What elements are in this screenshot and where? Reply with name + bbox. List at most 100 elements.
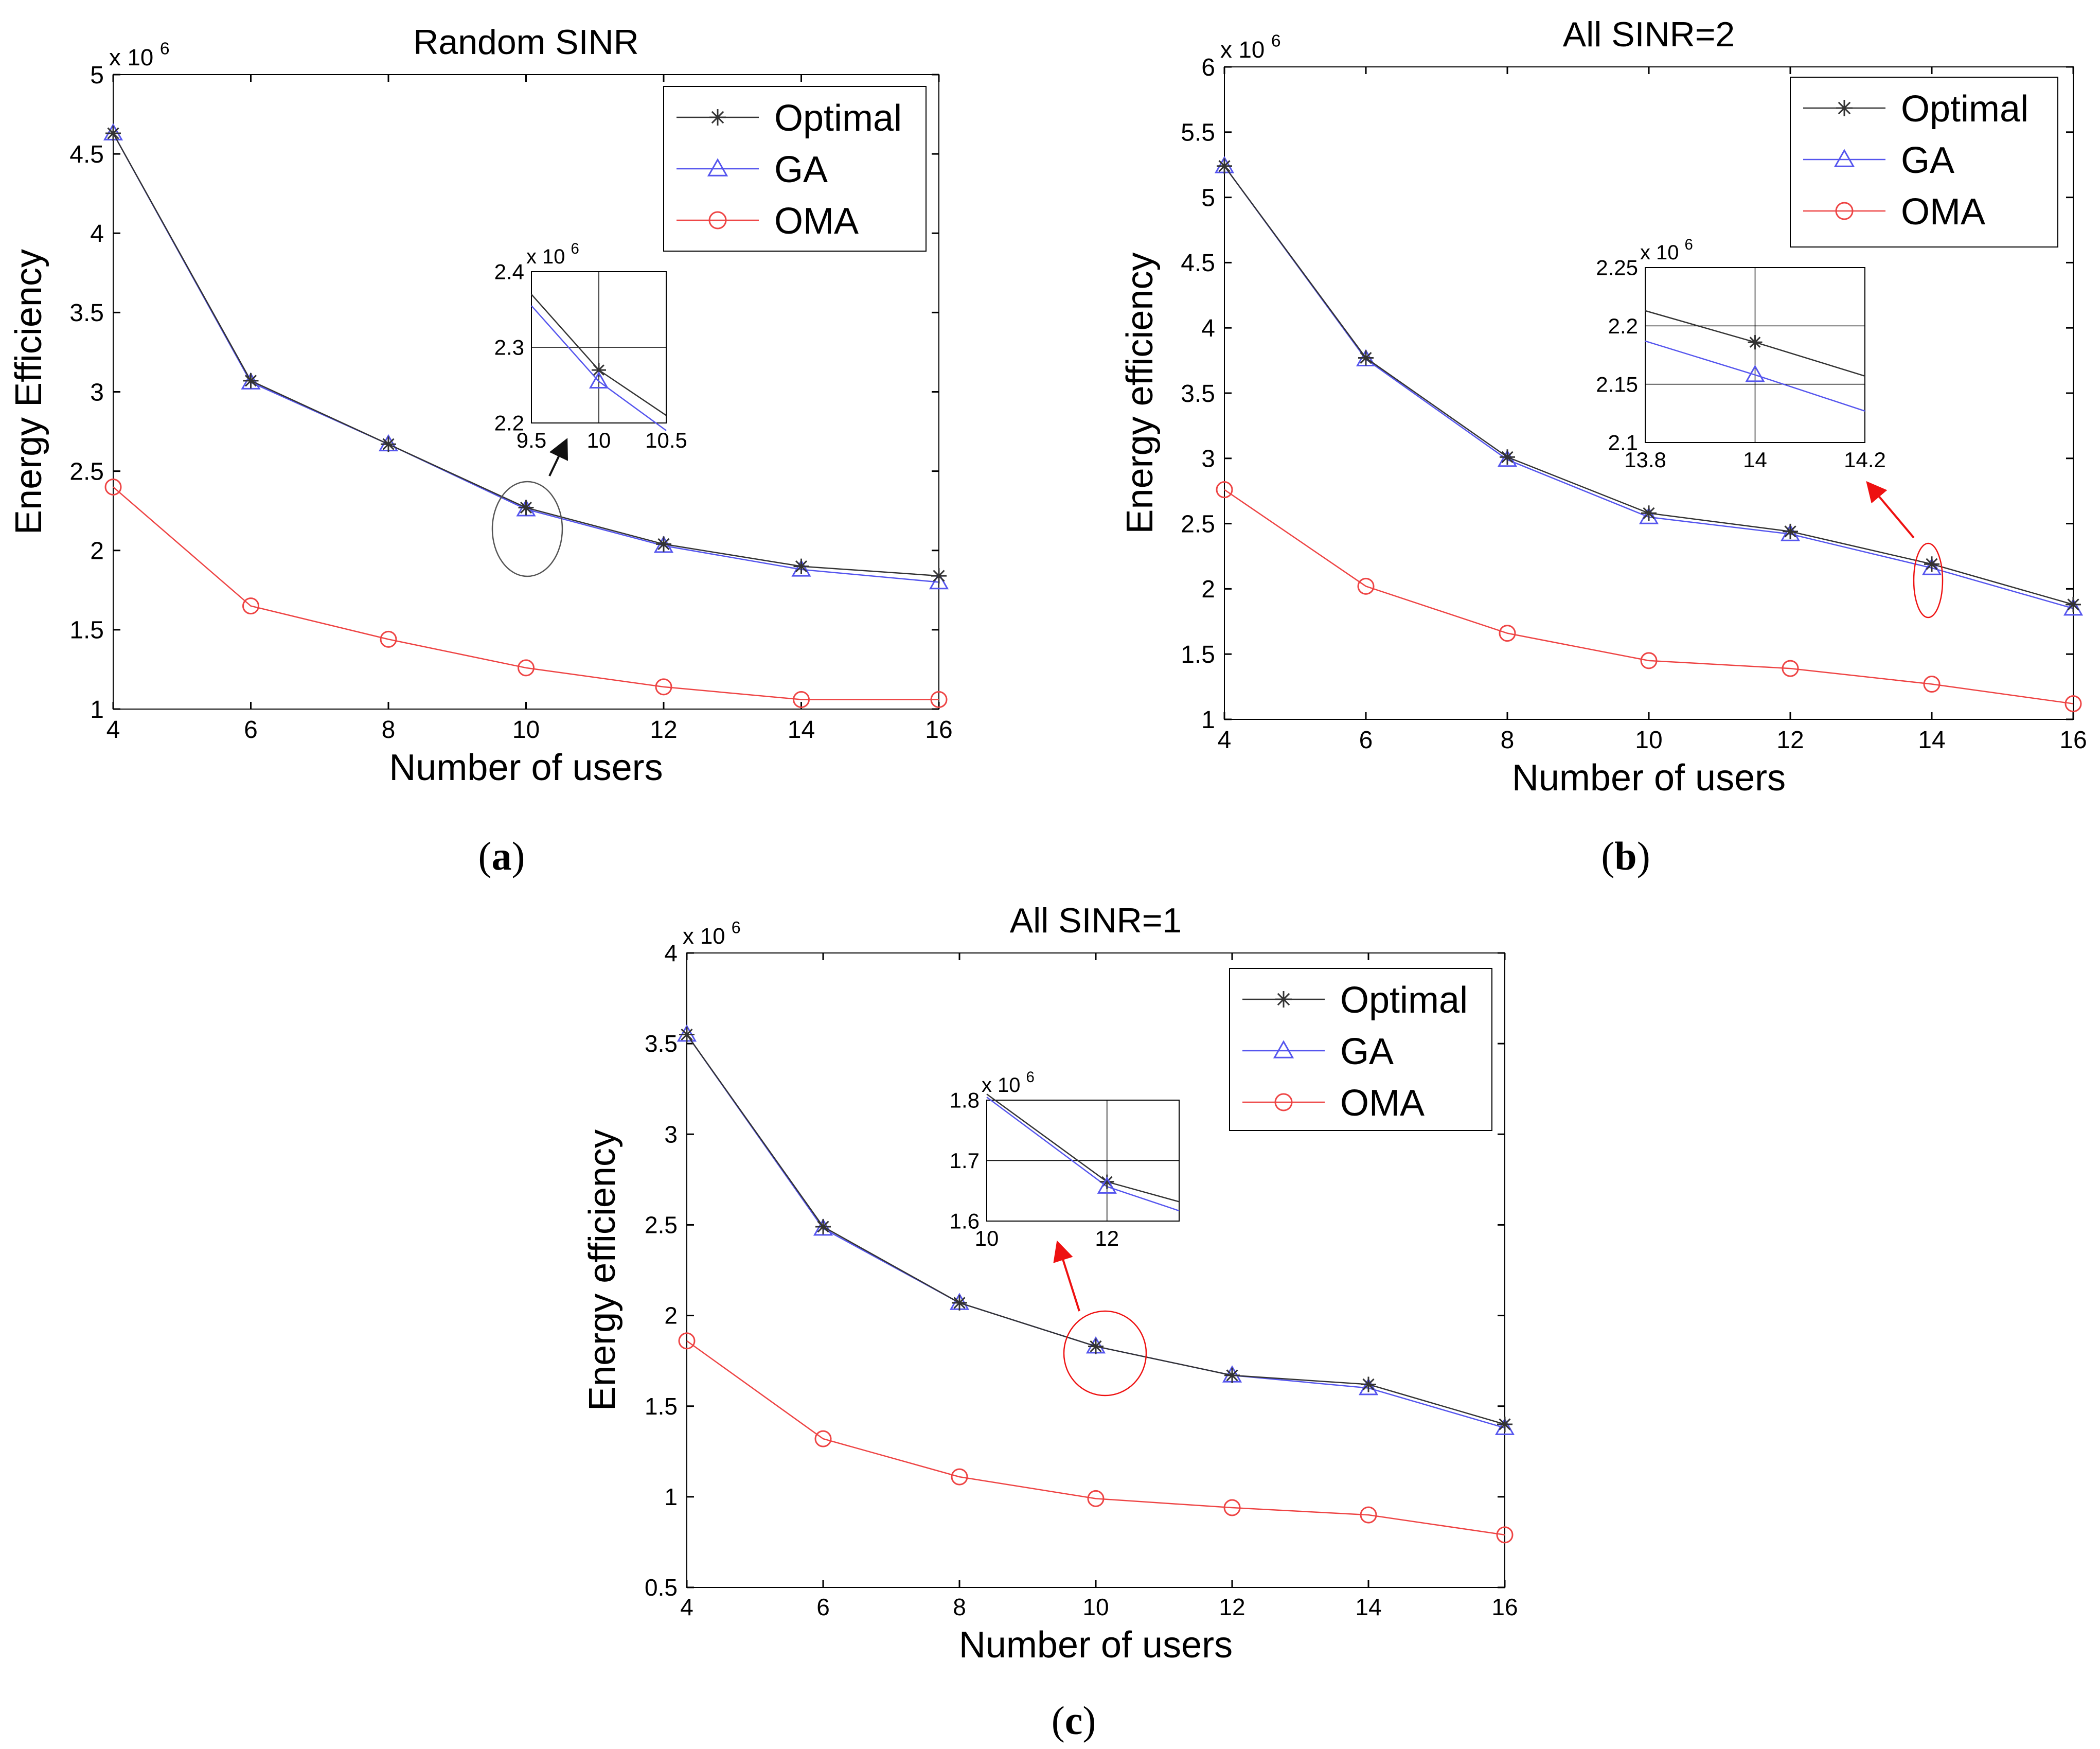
inset-exponent-power: 6 <box>1685 236 1693 253</box>
inset-exponent-label: x 10 6 <box>982 1069 1035 1097</box>
y-tick-label: 4 <box>90 220 104 248</box>
y-tick-label: 5 <box>90 62 104 89</box>
data-point-oma <box>1923 676 1941 693</box>
inset-exponent-power: 6 <box>1026 1069 1035 1086</box>
x-tick-label: 14 <box>1355 1594 1381 1620</box>
x-tick-label: 4 <box>106 716 120 744</box>
data-point-ga <box>1494 1418 1515 1435</box>
x-tick-label: 6 <box>1359 727 1373 754</box>
inset-y-tick-label: 2.3 <box>494 335 524 360</box>
legend-label-oma: OMA <box>1340 1083 1425 1124</box>
y-tick-label: 1.5 <box>1181 641 1215 668</box>
data-point-optimal <box>1783 523 1798 539</box>
inset-point-optimal <box>592 363 606 378</box>
y-tick-label: 6 <box>1201 54 1215 81</box>
data-point-oma <box>380 630 397 648</box>
inset-exponent-label: x 10 6 <box>1640 236 1693 264</box>
y-tick-label: 0.5 <box>645 1574 678 1601</box>
chart-title: Random SINR <box>413 23 638 62</box>
data-point-ga <box>1921 558 1942 575</box>
chart-all-sinr-1: 4 6 8 10 12 14 160.511.522.533.54x 10 6 All SIN… <box>582 901 1518 1666</box>
zoom-callout-arrow <box>548 438 568 476</box>
y-tick-label: 5 <box>1201 184 1215 211</box>
x-tick-label: 8 <box>1501 727 1515 754</box>
data-point-optimal <box>656 536 671 552</box>
data-point-optimal <box>381 436 396 452</box>
y-tick-label: 2 <box>90 538 104 565</box>
inset-x-tick-label: 10.5 <box>645 428 687 452</box>
x-tick-label: 4 <box>1218 727 1232 754</box>
y-tick-label: 4.5 <box>1181 250 1215 277</box>
zoom-callout-arrow <box>1866 481 1915 539</box>
inset-y-tick-label: 2.4 <box>494 260 524 284</box>
inset-line-ga <box>1645 340 1865 412</box>
inset-x-tick-label: 9.5 <box>517 428 546 452</box>
x-tick-label: 14 <box>788 716 815 744</box>
inset-y-tick-label: 1.8 <box>950 1088 980 1112</box>
data-point-oma <box>1640 652 1658 669</box>
inset-exponent-label: x 10 6 <box>526 240 579 268</box>
series-line-oma <box>113 486 939 700</box>
y-exponent-label: x 10 6 <box>683 918 741 949</box>
data-point-oma <box>518 659 535 677</box>
inset-y-tick-label: 2.2 <box>1608 314 1638 338</box>
data-point-optimal <box>931 568 947 584</box>
data-point-optimal <box>243 373 259 388</box>
data-point-oma <box>1360 1506 1377 1524</box>
zoom-callout-ellipse <box>1063 1310 1147 1397</box>
x-tick-label: 8 <box>382 716 396 744</box>
legend-marker-optimal <box>1275 991 1292 1008</box>
data-point-ga <box>2063 598 2084 616</box>
y-tick-label: 1 <box>90 696 104 723</box>
y-exponent-power: 6 <box>160 39 170 58</box>
legend-marker-oma <box>1274 1093 1293 1111</box>
data-point-oma <box>2065 695 2082 713</box>
x-axis-label: Number of users <box>389 747 663 788</box>
x-tick-label: 16 <box>1491 1594 1518 1620</box>
data-point-ga <box>791 559 811 577</box>
x-tick-label: 6 <box>244 716 258 744</box>
inset-x-tick-label: 12 <box>1095 1226 1119 1250</box>
x-tick-label: 10 <box>512 716 540 744</box>
data-point-oma <box>1782 660 1799 677</box>
x-tick-label: 4 <box>680 1594 693 1620</box>
y-tick-label: 1.5 <box>69 617 104 644</box>
legend-marker-ga <box>1834 149 1855 167</box>
x-tick-label: 8 <box>953 1594 966 1620</box>
x-axis-label: Number of users <box>959 1624 1233 1666</box>
x-tick-label: 10 <box>1635 727 1662 754</box>
data-point-oma <box>793 691 810 709</box>
data-point-ga <box>1639 507 1659 524</box>
data-point-oma <box>1357 577 1375 595</box>
y-tick-label: 2.5 <box>69 458 104 485</box>
legend-marker-ga <box>1273 1040 1294 1058</box>
legend-marker-ga <box>707 158 728 176</box>
zoom-callout-ellipse <box>491 481 563 577</box>
legend-label-optimal: Optimal <box>1901 89 2028 130</box>
y-tick-label: 3.5 <box>69 299 104 327</box>
y-exponent-label: x 10 6 <box>1220 31 1281 63</box>
data-point-optimal <box>105 126 121 142</box>
y-axis-label: Energy efficiency <box>1119 253 1161 534</box>
data-point-optimal <box>2066 596 2081 612</box>
data-point-oma <box>951 1468 968 1486</box>
y-tick-label: 4 <box>664 940 678 966</box>
y-exponent-power: 6 <box>1271 31 1281 50</box>
chart-title: All SINR=1 <box>1010 901 1182 940</box>
y-exponent-label: x 10 6 <box>109 39 170 70</box>
y-tick-label: 2 <box>1201 576 1215 603</box>
data-point-optimal <box>679 1027 695 1043</box>
data-point-oma <box>930 691 948 709</box>
inset-y-tick-label: 2.15 <box>1596 372 1638 396</box>
data-point-oma <box>1496 1526 1514 1544</box>
y-tick-label: 4.5 <box>69 141 104 168</box>
zoom-callout-arrow <box>1053 1240 1080 1312</box>
data-point-optimal <box>793 558 809 574</box>
legend-marker-optimal <box>709 109 726 126</box>
data-point-oma <box>814 1430 832 1447</box>
legend-label-ga: GA <box>1901 140 1954 181</box>
x-axis-label: Number of users <box>1512 757 1786 799</box>
data-point-oma <box>104 478 122 496</box>
legend-box <box>1790 77 2058 248</box>
